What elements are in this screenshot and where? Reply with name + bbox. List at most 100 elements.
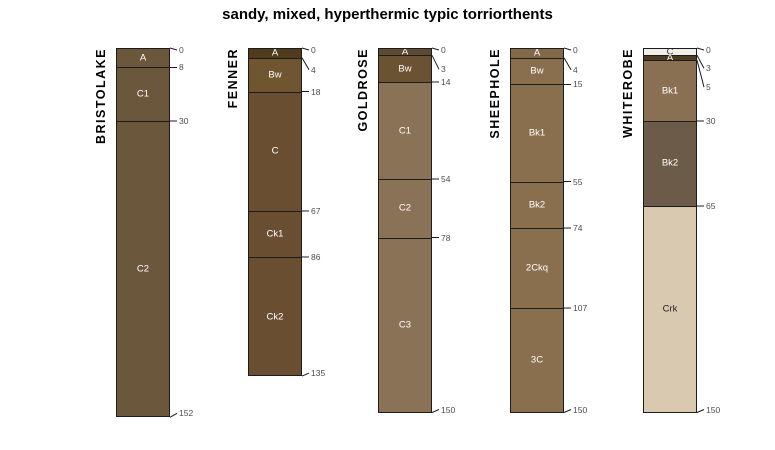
depth-label-150: 150 (573, 404, 588, 415)
horizon-boundary (378, 55, 432, 57)
profile-id-fenner: FENNER (226, 48, 240, 109)
depth-label-150: 150 (706, 404, 721, 415)
horizon-a (248, 48, 302, 58)
depth-tick-line (431, 55, 440, 70)
horizon-label-bk2: Bk2 (661, 157, 679, 169)
horizon-boundary (116, 67, 170, 69)
depth-label-15: 15 (573, 79, 583, 90)
horizon-label-c: C (271, 145, 279, 157)
soil-column-sheephole: A Bw Bk1 Bk2 2Ckq 3C (510, 48, 564, 413)
horizon-bw (510, 57, 564, 85)
horizon-label-crk: Crk (662, 303, 678, 315)
depth-label-0: 0 (441, 44, 446, 55)
horizon-boundary (248, 256, 302, 258)
horizon-label-ck1: Ck1 (266, 228, 284, 240)
horizon-c (643, 48, 697, 56)
depth-tick-line (563, 57, 572, 70)
horizon-label-c: C (666, 45, 674, 57)
depth-label-3: 3 (706, 63, 711, 74)
horizon-crk (643, 205, 697, 413)
depth-label-67: 67 (311, 205, 321, 216)
horizon-label-bk2: Bk2 (528, 198, 546, 210)
horizon-boundary (378, 237, 432, 239)
horizon-label-bw: Bw (268, 68, 282, 80)
horizon-a (510, 48, 564, 58)
depth-label-5: 5 (706, 81, 711, 92)
depth-tick-line (563, 409, 572, 413)
horizon-c3 (378, 237, 432, 413)
depth-label-0: 0 (573, 44, 578, 55)
depth-tick-line (431, 409, 440, 413)
depth-tick-line (301, 47, 310, 51)
horizon-bw (248, 57, 302, 92)
horizon-a (643, 55, 697, 61)
horizon-c (248, 91, 302, 211)
horizon-boundary (248, 57, 302, 59)
depth-label-135: 135 (311, 367, 326, 378)
depth-label-0: 0 (179, 44, 184, 55)
horizon-bk1 (510, 84, 564, 182)
horizon-label-bk1: Bk1 (528, 127, 546, 139)
depth-label-86: 86 (311, 251, 321, 262)
soil-column-bristolake: A C1 C2 (116, 48, 170, 418)
horizon-label-c1: C1 (398, 124, 412, 136)
horizon-boundary (510, 57, 564, 59)
depth-label-0: 0 (706, 44, 711, 55)
horizon-label-c3: C3 (398, 319, 412, 331)
depth-label-152: 152 (179, 408, 194, 419)
horizon-label-a: A (533, 47, 541, 59)
depth-tick-line (696, 409, 705, 413)
horizon-c2 (378, 179, 432, 238)
horizon-label-bw: Bw (398, 62, 412, 74)
depth-label-30: 30 (706, 115, 716, 126)
horizon-boundary (643, 205, 697, 207)
soil-column-goldrose: A Bw C1 C2 C3 (378, 47, 432, 413)
horizon-a (116, 48, 170, 68)
horizon-boundary (510, 227, 564, 229)
horizon-label-a: A (271, 47, 279, 59)
soil-column-fenner: A Bw C Ck1 Ck2 (248, 47, 302, 377)
horizon-label-bk1: Bk1 (661, 84, 679, 96)
horizon-label-c2: C2 (136, 263, 150, 275)
depth-tick-line (169, 47, 178, 51)
depth-label-54: 54 (441, 173, 451, 184)
depth-label-74: 74 (573, 222, 583, 233)
profile-id-goldrose: GOLDROSE (356, 48, 370, 132)
horizon-label-3c: 3C (530, 354, 544, 366)
horizon-ck1 (248, 210, 302, 257)
horizon-bk2 (643, 120, 697, 206)
horizon-3c (510, 308, 564, 413)
horizon-label-2ckq: 2Ckq (525, 262, 549, 274)
horizon-boundary (248, 210, 302, 212)
depth-tick-line (696, 55, 705, 69)
soil-column-whiterobe: C A Bk1 Bk2 Crk (643, 45, 697, 413)
horizon-a (378, 48, 432, 56)
plot-title: sandy, mixed, hyperthermic typic torrior… (222, 6, 553, 23)
horizon-label-a: A (666, 51, 674, 63)
horizon-boundary (510, 181, 564, 183)
depth-tick-line (563, 47, 572, 51)
depth-tick-line (169, 412, 178, 418)
profile-id-whiterobe: WHITEROBE (621, 48, 635, 138)
depth-tick-line (696, 47, 705, 51)
depth-label-4: 4 (311, 64, 316, 75)
horizon-label-c2: C2 (398, 202, 412, 214)
horizon-label-ck2: Ck2 (266, 310, 284, 322)
depth-label-4: 4 (573, 64, 578, 75)
horizon-boundary (248, 91, 302, 93)
depth-label-65: 65 (706, 200, 716, 211)
horizon-label-bw: Bw (530, 65, 544, 77)
horizon-ck2 (248, 256, 302, 377)
profile-id-bristolake: BRISTOLAKE (94, 48, 108, 145)
depth-label-0: 0 (311, 44, 316, 55)
horizon-bk2 (510, 181, 564, 228)
horizon-boundary (378, 82, 432, 84)
horizon-2ckq (510, 227, 564, 308)
depth-label-3: 3 (441, 64, 446, 75)
horizon-bw (378, 55, 432, 82)
horizon-label-a: A (139, 51, 147, 63)
horizon-c1 (116, 67, 170, 121)
horizon-boundary (643, 60, 697, 62)
depth-label-8: 8 (179, 62, 184, 73)
